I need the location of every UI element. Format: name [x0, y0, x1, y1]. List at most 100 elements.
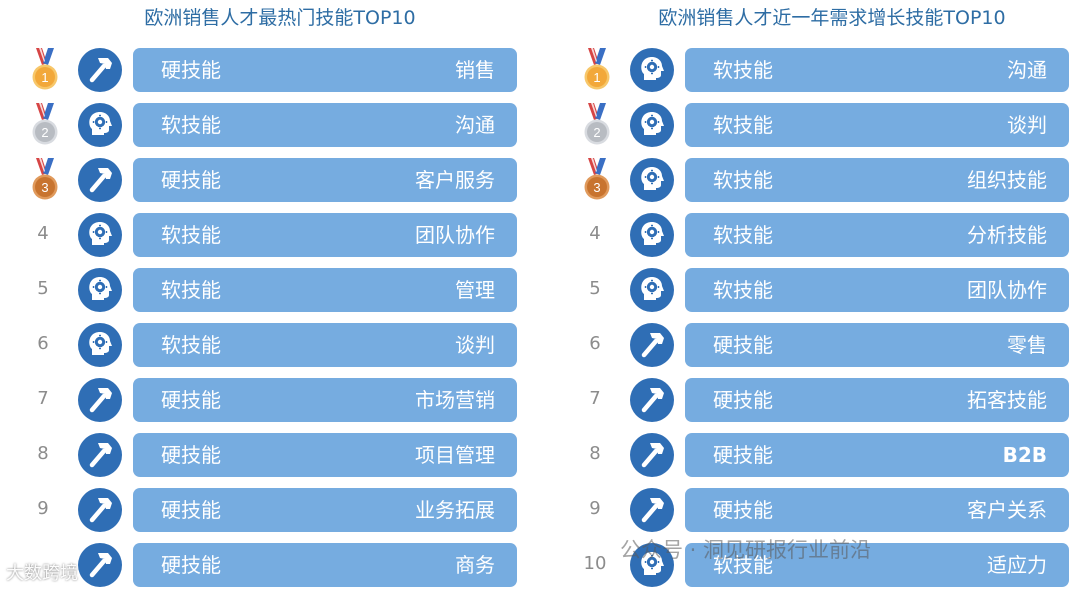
head-gear-icon	[629, 102, 675, 148]
gold-medal-icon: 1	[582, 46, 612, 94]
skill-bar: 硬技能 项目管理	[133, 433, 517, 477]
skill-bar: 硬技能 零售	[685, 323, 1069, 367]
skill-bar: 软技能 分析技能	[685, 213, 1069, 257]
skill-type-label: 软技能	[713, 278, 773, 302]
hammer-icon	[629, 432, 675, 478]
head-gear-icon	[77, 322, 123, 368]
rank-slot: 5	[582, 266, 612, 314]
skill-bar: 软技能 沟通	[133, 103, 517, 147]
skill-bar: 软技能 适应力	[685, 543, 1069, 587]
skill-name-label: 商务	[455, 553, 495, 577]
ranking-row: 9 硬技能 业务拓展	[30, 486, 530, 534]
skill-type-label: 软技能	[713, 113, 773, 137]
rank-number: 7	[589, 388, 601, 409]
ranking-row: 6 软技能 谈判	[30, 321, 530, 369]
rank-number: 5	[37, 278, 49, 299]
hammer-icon	[77, 432, 123, 478]
skill-bar: 硬技能 市场营销	[133, 378, 517, 422]
ranking-row: 7 硬技能 拓客技能	[582, 376, 1080, 424]
skill-name-label: 沟通	[1007, 58, 1047, 82]
rank-number: 8	[37, 443, 49, 464]
skill-name-label: 适应力	[987, 553, 1047, 577]
rank-slot: 2	[582, 101, 612, 149]
rank-slot: 5	[30, 266, 60, 314]
skill-type-label: 硬技能	[713, 443, 773, 467]
rank-slot: 8	[582, 431, 612, 479]
rank-number: 6	[589, 333, 601, 354]
right-panel-title: 欧洲销售人才近一年需求增长技能TOP10	[658, 7, 1006, 29]
ranking-row: 4 软技能 团队协作	[30, 211, 530, 259]
watermark-text-left: 大数跨境	[6, 563, 78, 584]
skill-name-label: 客户关系	[967, 498, 1047, 522]
skill-bar: 硬技能 业务拓展	[133, 488, 517, 532]
skill-type-label: 硬技能	[161, 58, 221, 82]
skill-type-label: 硬技能	[161, 443, 221, 467]
skill-type-label: 软技能	[713, 58, 773, 82]
ranking-row: 8 硬技能 B2B	[582, 431, 1080, 479]
ranking-row: 1 软技能 沟通	[582, 46, 1080, 94]
ranking-row: 4 软技能 分析技能	[582, 211, 1080, 259]
rank-slot: 4	[30, 211, 60, 259]
gold-medal-icon: 1	[30, 46, 60, 94]
hammer-icon	[629, 322, 675, 368]
hammer-icon	[77, 157, 123, 203]
skill-bar: 硬技能 B2B	[685, 433, 1069, 477]
skill-type-label: 硬技能	[161, 388, 221, 412]
head-gear-icon	[629, 542, 675, 588]
rank-number: 4	[37, 223, 49, 244]
ranking-row: 6 硬技能 零售	[582, 321, 1080, 369]
rank-number: 5	[589, 278, 601, 299]
skill-type-label: 硬技能	[161, 498, 221, 522]
rank-slot: 7	[582, 376, 612, 424]
skill-name-label: 分析技能	[967, 223, 1047, 247]
hammer-icon	[629, 487, 675, 533]
ranking-row: 10 软技能 适应力	[582, 541, 1080, 589]
skill-type-label: 硬技能	[713, 333, 773, 357]
silver-medal-icon: 2	[582, 101, 612, 149]
svg-text:3: 3	[593, 180, 600, 195]
skill-bar: 软技能 团队协作	[685, 268, 1069, 312]
skill-name-label: 客户服务	[415, 168, 495, 192]
skill-bar: 软技能 管理	[133, 268, 517, 312]
head-gear-icon	[77, 267, 123, 313]
rank-number: 7	[37, 388, 49, 409]
skill-name-label: 市场营销	[415, 388, 495, 412]
left-ranking-panel: 欧洲销售人才最热门技能TOP10 1 硬技能 销售 2 软技能 沟通 3 硬技能 客户服务 4 软技…	[30, 0, 530, 593]
bronze-medal-icon: 3	[582, 156, 612, 204]
ranking-row: 3 硬技能 客户服务	[30, 156, 530, 204]
skill-name-label: 项目管理	[415, 443, 495, 467]
ranking-row: 7 硬技能 市场营销	[30, 376, 530, 424]
skill-name-label: 管理	[455, 278, 495, 302]
rank-slot: 3	[30, 156, 60, 204]
rank-number: 6	[37, 333, 49, 354]
skill-name-label: 谈判	[1007, 113, 1047, 137]
svg-text:1: 1	[593, 70, 600, 85]
head-gear-icon	[629, 267, 675, 313]
skill-bar: 软技能 谈判	[685, 103, 1069, 147]
rank-slot: 1	[582, 46, 612, 94]
hammer-icon	[77, 487, 123, 533]
skill-bar: 硬技能 客户关系	[685, 488, 1069, 532]
skill-name-label: 谈判	[455, 333, 495, 357]
rank-slot: 9	[30, 486, 60, 534]
svg-text:2: 2	[41, 125, 48, 140]
skill-type-label: 硬技能	[713, 498, 773, 522]
skill-type-label: 软技能	[161, 278, 221, 302]
hammer-icon	[77, 47, 123, 93]
skill-name-label: 团队协作	[967, 278, 1047, 302]
skill-type-label: 软技能	[713, 168, 773, 192]
svg-text:1: 1	[41, 70, 48, 85]
skill-name-label: 零售	[1007, 333, 1047, 357]
skill-type-label: 硬技能	[713, 388, 773, 412]
bronze-medal-icon: 3	[30, 156, 60, 204]
watermark-text-right: 公众号 · 洞见研报行业前沿	[620, 538, 872, 562]
rank-slot: 6	[30, 321, 60, 369]
rank-slot: 9	[582, 486, 612, 534]
skill-type-label: 硬技能	[161, 168, 221, 192]
silver-medal-icon: 2	[30, 101, 60, 149]
skill-type-label: 软技能	[161, 333, 221, 357]
hammer-icon	[629, 377, 675, 423]
head-gear-icon	[629, 157, 675, 203]
skill-bar: 软技能 沟通	[685, 48, 1069, 92]
skill-type-label: 软技能	[713, 223, 773, 247]
